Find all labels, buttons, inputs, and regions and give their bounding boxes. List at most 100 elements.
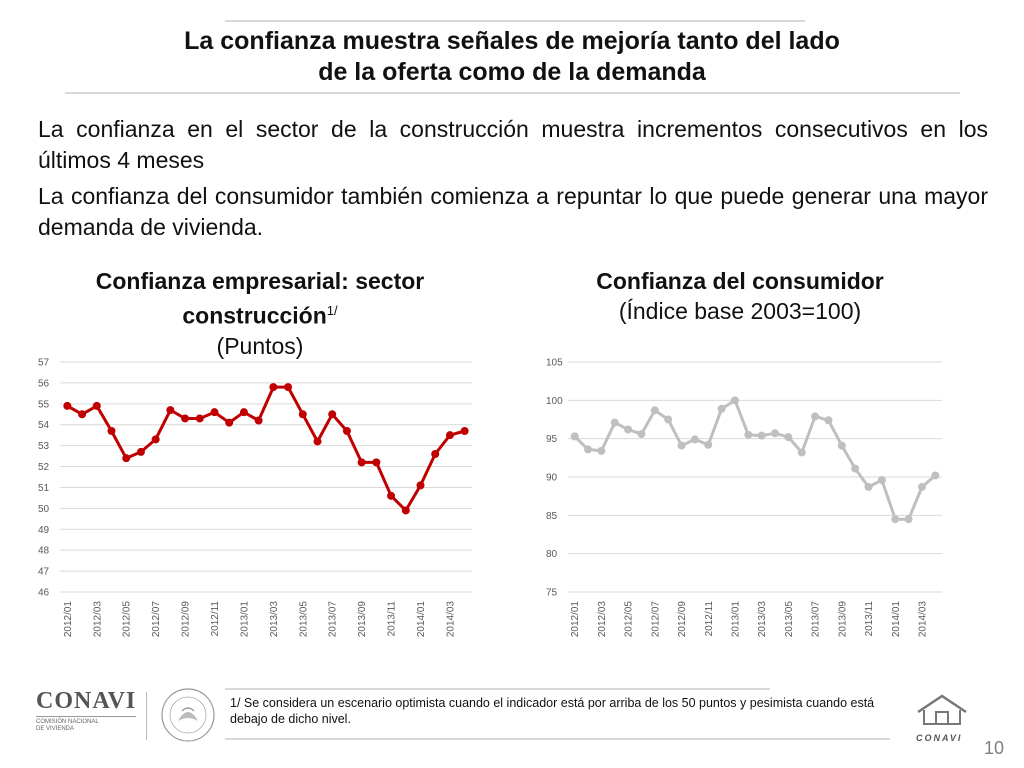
data-point [181,414,190,423]
x-tick-label: 2013/11 [864,601,875,637]
chart1-title-line2: construcción [182,302,327,329]
x-tick-label: 2014/03 [917,601,928,638]
x-tick-label: 2014/01 [416,601,427,638]
x-tick-label: 2012/07 [151,601,162,638]
x-tick-label: 2012/01 [63,601,74,638]
logo-divider [146,692,147,740]
footer-top-rule [225,688,770,690]
data-point [122,454,131,463]
data-point [401,506,410,515]
data-point [298,410,307,419]
footnote: 1/ Se considera un escenario optimista c… [230,696,875,726]
data-point [284,383,293,392]
x-tick-label: 2012/03 [92,601,103,638]
x-tick-label: 2013/07 [328,601,339,638]
data-point [757,431,766,440]
data-point [92,401,101,410]
data-point [864,482,873,491]
data-point [837,441,846,450]
y-tick-label: 57 [38,358,50,369]
y-tick-label: 55 [38,399,50,410]
data-point [624,425,633,434]
data-point [387,491,396,500]
y-tick-label: 95 [546,434,558,445]
x-tick-label: 2012/11 [210,601,221,637]
x-tick-label: 2012/01 [570,601,581,638]
bullet-consumer: La confianza del consumidor también comi… [38,183,988,240]
bullet-construction: La confianza en el sector de la construc… [38,116,988,173]
data-point [677,441,686,450]
x-tick-label: 2013/03 [757,601,768,638]
data-point [704,440,713,449]
x-tick-label: 2013/11 [387,601,398,637]
data-point [811,412,820,421]
y-tick-label: 90 [546,473,558,484]
chart2-title-line2: (Índice base 2003=100) [618,298,862,324]
data-point [891,515,900,524]
x-tick-label: 2012/03 [597,601,608,638]
data-point [107,427,116,435]
conavi-logo-subtitle: COMISIÓN NACIONAL DE VIVIENDA [36,716,136,733]
data-point [717,404,726,413]
x-tick-label: 2012/05 [624,601,635,638]
x-tick-label: 2013/05 [298,601,309,638]
data-point [877,476,886,485]
data-point [357,458,366,467]
y-tick-label: 56 [38,378,50,389]
data-point [239,408,248,417]
data-point [151,435,160,444]
x-tick-label: 2012/11 [704,601,715,637]
x-tick-label: 2014/03 [445,601,456,638]
data-point [664,415,673,424]
x-tick-label: 2013/01 [239,601,250,638]
data-point [210,408,219,417]
x-tick-label: 2012/07 [650,601,661,638]
data-point [313,437,322,446]
data-point [597,446,606,455]
data-point [570,432,579,441]
data-point [136,447,145,456]
chart1-title-sup: 1/ [326,303,338,318]
data-point [931,471,940,480]
data-point [824,416,833,425]
y-tick-label: 47 [38,567,50,578]
title-top-rule [225,20,805,22]
x-tick-label: 2013/09 [837,601,848,638]
data-point [166,406,175,415]
y-tick-label: 49 [38,525,50,536]
x-tick-label: 2012/09 [677,601,688,638]
page-number: 10 [983,738,1004,758]
y-tick-label: 52 [38,462,50,473]
data-point [730,396,739,405]
title-bottom-rule [65,92,960,94]
data-point [784,433,793,442]
slide-title: La confianza muestra señales de mejoría … [184,27,840,86]
chart1-title-line3: (Puntos) [216,332,304,359]
conavi-house-logo-icon [917,694,967,725]
data-point [610,418,619,427]
conavi-right-logo-name: CONAVI [916,733,963,743]
data-point [797,448,806,457]
chart1-title: Confianza empresarial: sector construcci… [40,266,480,361]
data-point [254,416,263,425]
y-tick-label: 50 [38,504,50,515]
data-point [225,418,234,427]
chart2-title-line1: Confianza del consumidor [596,268,884,294]
data-point [851,464,860,473]
data-point [78,410,87,419]
y-tick-label: 53 [38,441,50,452]
footer-bottom-rule [225,738,890,740]
y-tick-label: 75 [546,588,558,599]
data-point [584,445,593,454]
y-tick-label: 51 [38,483,50,494]
data-point [431,450,440,458]
y-tick-label: 80 [546,549,558,560]
data-point [771,429,780,438]
chart1-title-line1: Confianza empresarial: sector [95,268,425,294]
x-tick-label: 2013/01 [730,601,741,638]
y-tick-label: 85 [546,511,558,522]
x-tick-label: 2013/03 [269,601,280,638]
data-point [744,430,753,439]
x-tick-label: 2012/05 [122,601,133,638]
